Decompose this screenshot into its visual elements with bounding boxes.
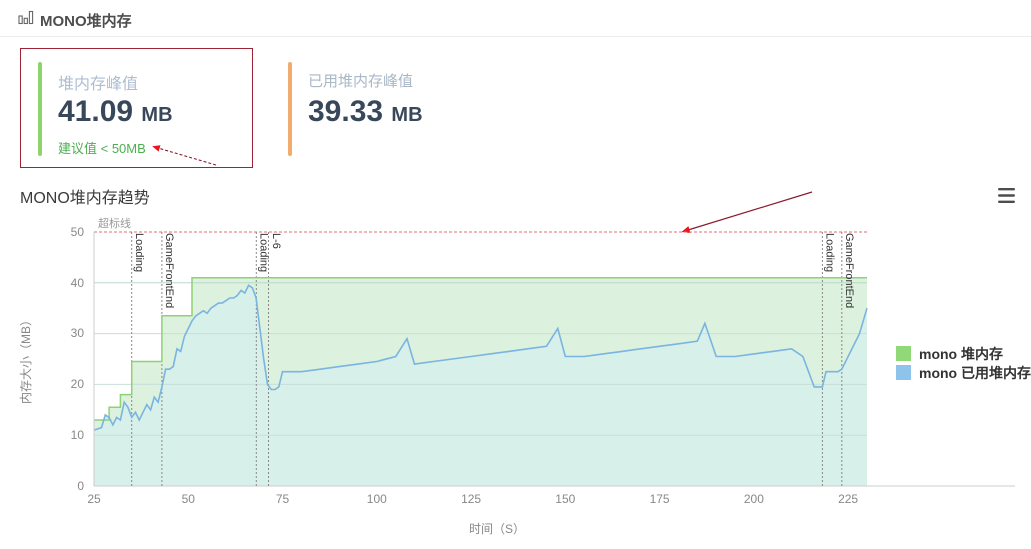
svg-text:10: 10 [71, 428, 85, 442]
svg-text:50: 50 [71, 225, 85, 239]
svg-text:75: 75 [276, 492, 290, 506]
svg-text:20: 20 [71, 377, 85, 391]
svg-text:100: 100 [367, 492, 387, 506]
svg-text:内存大小（MB）: 内存大小（MB） [19, 314, 33, 404]
svg-text:125: 125 [461, 492, 481, 506]
svg-text:40: 40 [71, 276, 85, 290]
svg-text:25: 25 [87, 492, 101, 506]
svg-text:175: 175 [650, 492, 670, 506]
svg-text:0: 0 [77, 479, 84, 493]
svg-text:超标线: 超标线 [98, 216, 131, 230]
svg-text:150: 150 [555, 492, 575, 506]
svg-text:200: 200 [744, 492, 764, 506]
svg-text:时间（S）: 时间（S） [469, 522, 525, 536]
svg-text:225: 225 [838, 492, 858, 506]
svg-text:50: 50 [182, 492, 196, 506]
svg-text:30: 30 [71, 326, 85, 340]
